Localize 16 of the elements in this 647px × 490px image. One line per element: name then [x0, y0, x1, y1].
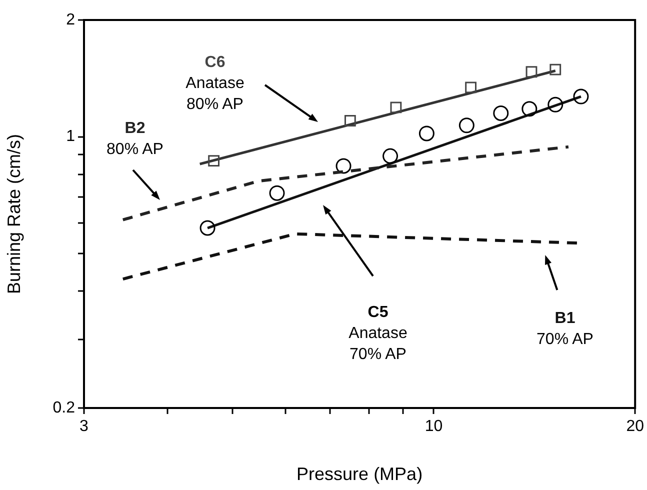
x-tick-label: 3: [80, 418, 89, 436]
y-tick-label: 1: [66, 128, 76, 146]
text: B1: [554, 309, 576, 329]
y-tick-label: 2: [66, 11, 76, 28]
text: C6: [204, 53, 226, 73]
text: B2: [124, 119, 146, 139]
annotation: Anatase 70% AP: [348, 324, 408, 365]
x-axis-title: Pressure (MPa): [296, 464, 423, 484]
x-tick-label: 10: [424, 418, 443, 436]
annotation: 70% AP: [536, 330, 594, 350]
x-tick-label: 20: [626, 418, 644, 436]
y-tick-label: 0.2: [52, 399, 76, 416]
annotation: Anatase 80% AP: [184, 74, 246, 115]
text: C5: [366, 303, 390, 323]
annotation: 80% AP: [106, 140, 164, 160]
y-axis-title: Burning Rate (cm/s): [4, 134, 24, 294]
